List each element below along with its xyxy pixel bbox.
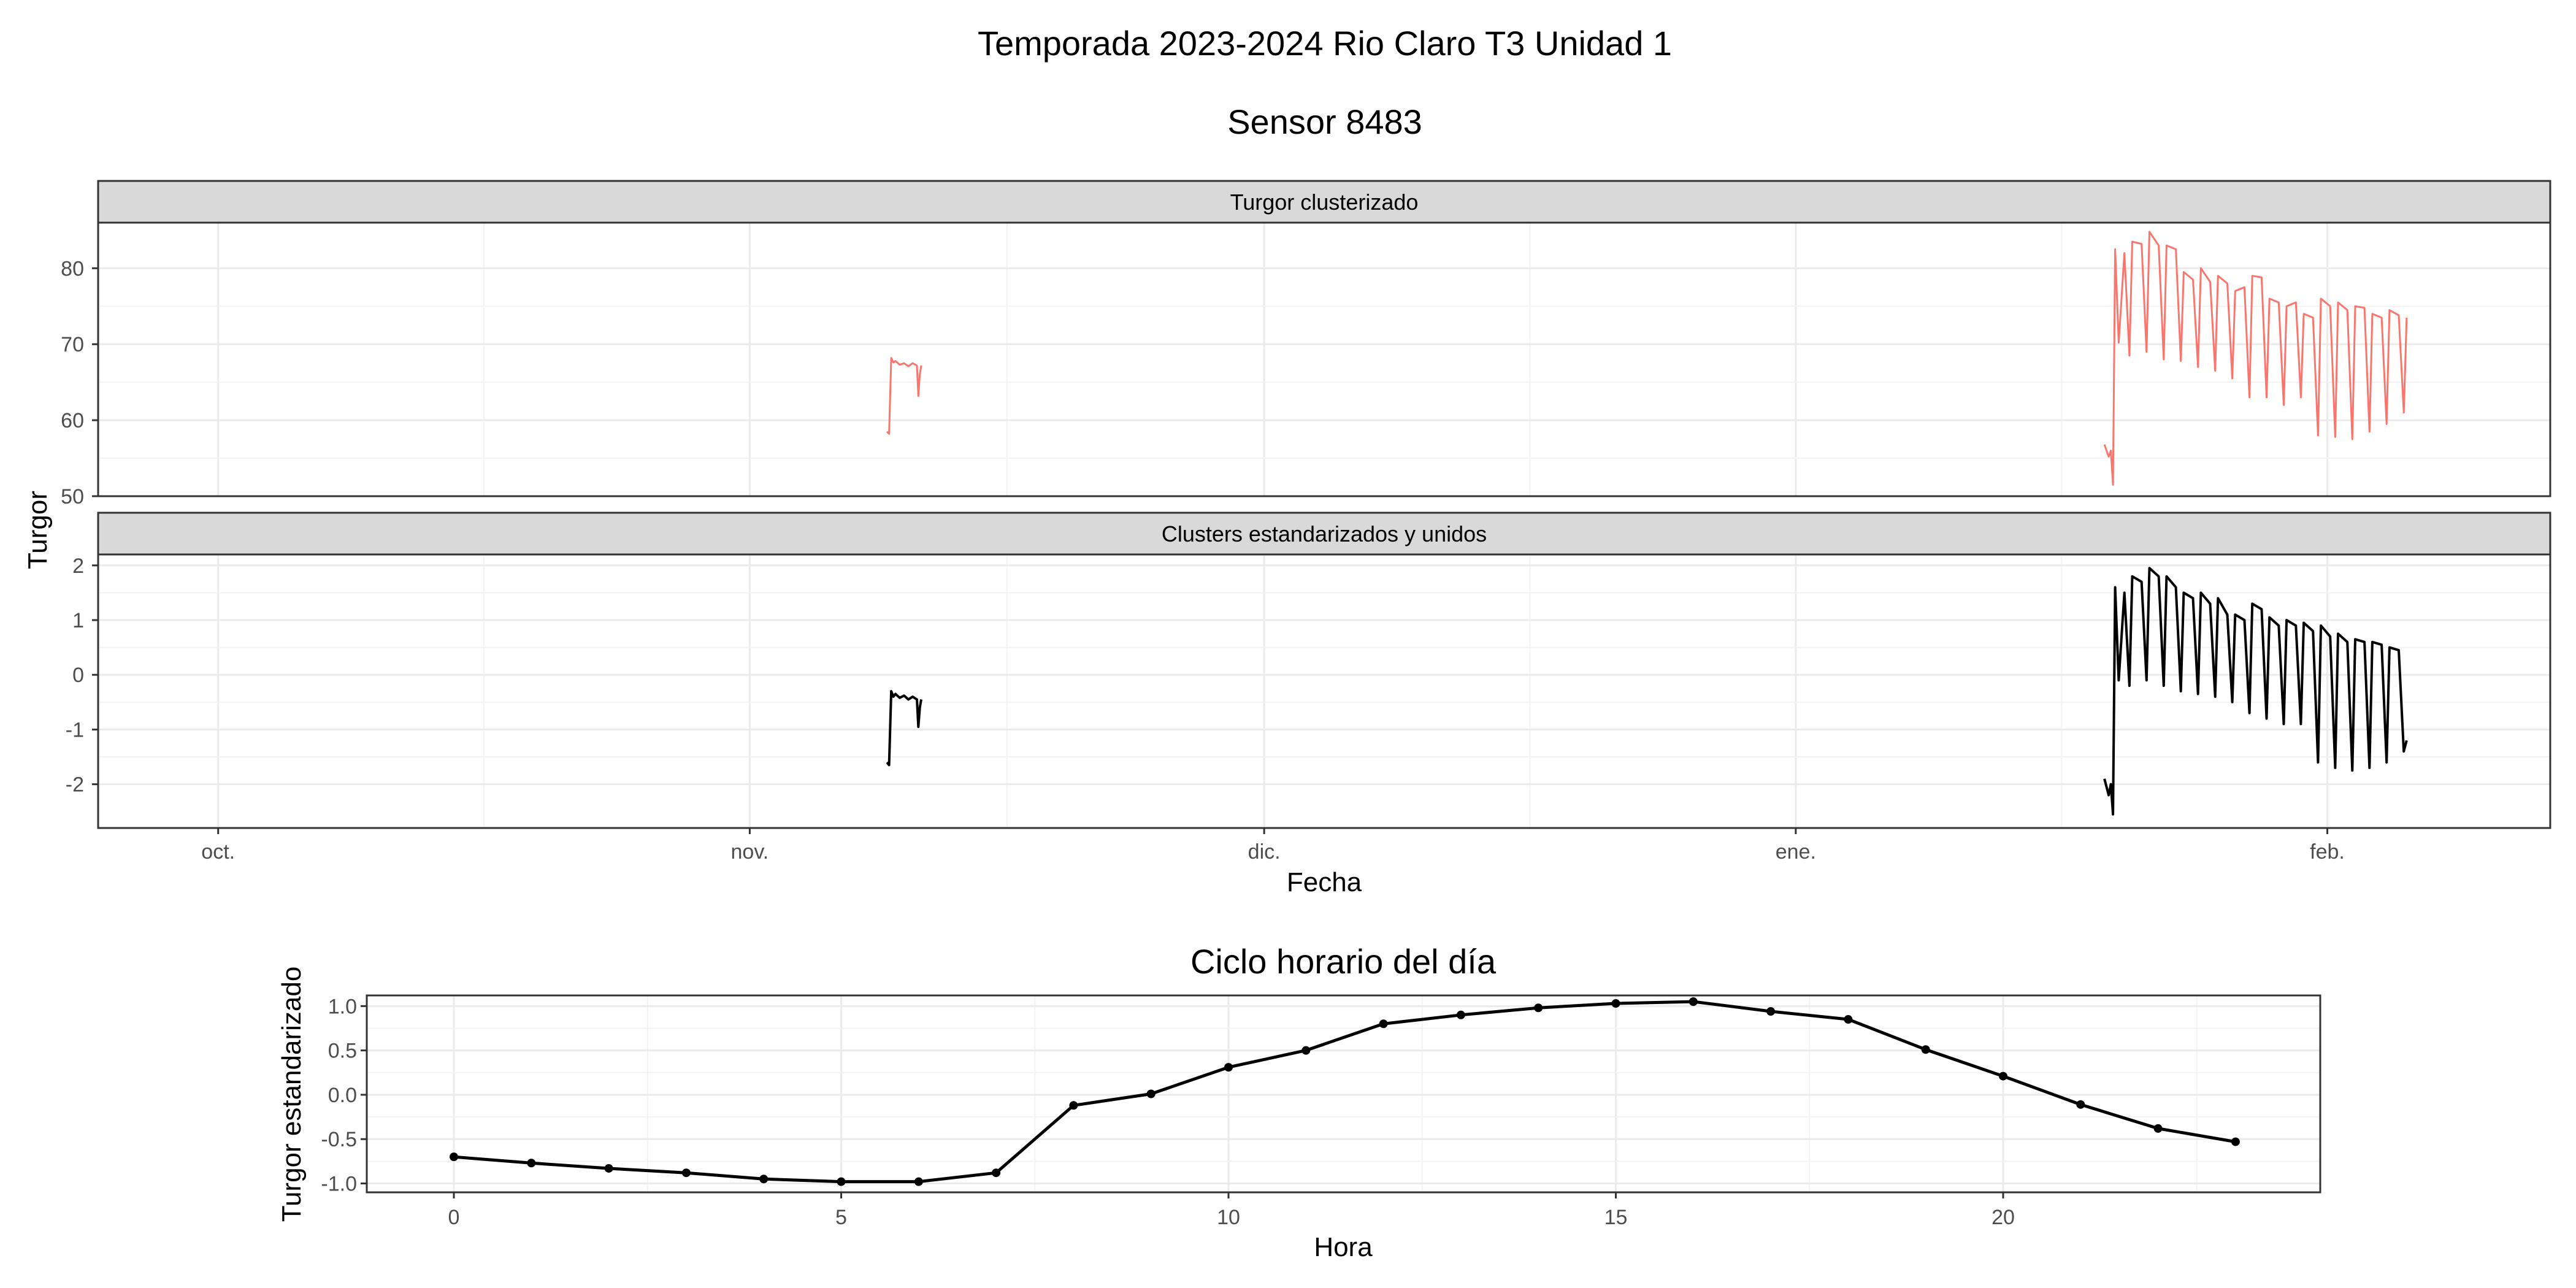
date-x-tick-label: oct.	[201, 840, 235, 864]
panel2-y-ticks: -2 -1 0 1 2	[66, 554, 98, 797]
hourly-series-line	[453, 1000, 2236, 1184]
hourly-y-axis-label: Turgor estandarizado	[277, 967, 307, 1222]
hourly-data-point	[2076, 1100, 2085, 1109]
hourly-data-point	[450, 1152, 458, 1162]
hourly-data-point	[1224, 1063, 1233, 1072]
figure-subtitle: Sensor 8483	[1227, 102, 1422, 141]
hourly-y-ticks: -1.0 -0.5 0.0 0.5 1.0	[321, 995, 367, 1196]
date-x-ticks: oct. nov. dic. ene. feb.	[201, 828, 2345, 864]
hourly-data-point	[1379, 1019, 1388, 1029]
panel-turgor-clusterizado: Turgor clusterizado 50 60 70 80	[61, 180, 2551, 508]
hourly-data-point	[1999, 1071, 2007, 1081]
panel1-gridlines	[98, 223, 2550, 497]
hourly-data-point	[1301, 1046, 1311, 1055]
hourly-y-tick-label: -1.0	[321, 1173, 357, 1196]
hourly-y-tick-label: -0.5	[321, 1128, 357, 1151]
panel1-y-ticks: 50 60 70 80	[61, 257, 98, 508]
hourly-data-point	[837, 1177, 846, 1186]
panel2-border	[97, 553, 2551, 829]
hourly-x-tick-label: 15	[1604, 1206, 1628, 1229]
hourly-data-point	[1534, 1003, 1543, 1013]
hourly-cycle-chart: Ciclo horario del día -1.0-0.50.00.51.0 …	[277, 942, 2321, 1262]
hourly-x-tick-label: 0	[448, 1206, 460, 1229]
hourly-x-tick-label: 5	[835, 1206, 847, 1229]
hourly-data-point	[1844, 1015, 1853, 1024]
date-x-tick-label: ene.	[1776, 840, 1816, 864]
panel2-y-tick-label: 1	[72, 609, 84, 632]
hourly-data-point	[604, 1163, 613, 1173]
fecha-x-axis-label: Fecha	[1287, 867, 1362, 897]
turgor-y-axis-label: Turgor	[23, 491, 53, 569]
hourly-x-ticks: 0 5 10 15 20	[448, 1192, 2015, 1229]
hourly-x-tick-label: 10	[1217, 1206, 1240, 1229]
hourly-data-point	[2153, 1124, 2163, 1133]
panel1-strip	[97, 180, 2551, 224]
panel2-gridlines	[98, 554, 2550, 828]
date-x-tick-label: dic.	[1248, 840, 1281, 864]
panel2-strip	[97, 512, 2551, 556]
panel1-series	[886, 231, 2408, 486]
hourly-data-point	[992, 1168, 1001, 1178]
hourly-data-point	[1069, 1101, 1078, 1110]
panel1-series-line-2	[2103, 231, 2408, 486]
hourly-data-point	[1611, 999, 1620, 1008]
panel2-y-tick-label: -1	[66, 718, 84, 742]
hourly-y-tick-label: 0.0	[328, 1084, 357, 1107]
date-x-tick-label: nov.	[731, 840, 769, 864]
hourly-data-point	[1689, 997, 1698, 1006]
panel1-y-tick-label: 60	[61, 409, 84, 432]
hourly-x-tick-label: 20	[1991, 1206, 2015, 1229]
hourly-data-point	[681, 1168, 691, 1178]
panel2-y-tick-label: 2	[72, 554, 84, 578]
panel2-series-line-2	[2103, 567, 2408, 816]
panel2-y-tick-label: 0	[72, 664, 84, 687]
hora-x-axis-label: Hora	[1314, 1232, 1373, 1262]
panel1-y-tick-label: 80	[61, 257, 84, 280]
panel2-strip-label: Clusters estandarizados y unidos	[1162, 521, 1487, 546]
hourly-y-tick-label: 1.0	[328, 995, 357, 1018]
hourly-data-point	[1921, 1045, 1930, 1054]
hourly-gridlines	[367, 995, 2320, 1192]
hourly-series	[450, 997, 2240, 1186]
panel1-y-tick-label: 50	[61, 485, 84, 508]
date-x-tick-label: feb.	[2310, 840, 2345, 864]
hourly-data-point	[527, 1159, 536, 1168]
hourly-data-point	[2231, 1137, 2240, 1146]
panel1-y-tick-label: 70	[61, 333, 84, 356]
hourly-data-point	[914, 1177, 923, 1186]
panel1-strip-label: Turgor clusterizado	[1230, 190, 1419, 215]
hourly-data-point	[759, 1175, 769, 1184]
hourly-chart-title: Ciclo horario del día	[1190, 942, 1497, 981]
panel2-y-tick-label: -2	[66, 773, 84, 797]
panel1-series-line-1	[886, 357, 922, 435]
panel1-border	[97, 221, 2551, 497]
hourly-data-point	[1146, 1089, 1156, 1098]
hourly-data-point	[1456, 1010, 1465, 1019]
panel-clusters-estandarizados: Clusters estandarizados y unidos -2 -1 0 1 2…	[66, 512, 2551, 864]
hourly-y-tick-label: 0.5	[328, 1040, 357, 1063]
panel2-series-line-1	[886, 690, 922, 767]
figure-title: Temporada 2023-2024 Rio Claro T3 Unidad …	[978, 24, 1672, 63]
panel2-series	[886, 567, 2408, 816]
hourly-data-point	[1766, 1007, 1776, 1016]
